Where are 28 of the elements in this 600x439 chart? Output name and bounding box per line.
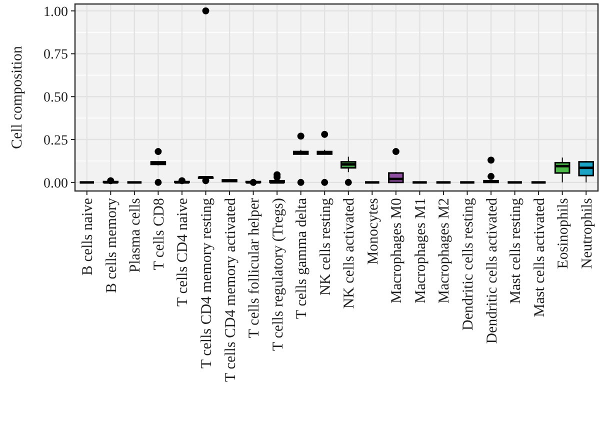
x-tick-label: Dendritic cells activated [484, 198, 500, 344]
x-tick-label: T cells CD8 [151, 198, 168, 270]
x-tick-label: T cells regulatory (Tregs) [270, 198, 286, 351]
x-tick-label: Mast cells activated [532, 198, 548, 318]
y-tick-label: 0.50 [44, 90, 68, 106]
x-tick-label: Macrophages M0 [389, 198, 406, 304]
x-tick-label: T cells CD4 memory resting [199, 198, 215, 369]
x-tick-label: Neutrophils [579, 198, 596, 269]
x-tick-label: T cells CD4 memory activated [222, 198, 239, 382]
x-tick-label: Dendritic cells resting [460, 198, 476, 330]
y-tick-label: 0.75 [44, 48, 68, 63]
x-tick-label: T cells follicular helper [246, 198, 263, 338]
x-tick-label: NK cells resting [318, 198, 334, 296]
x-tick-label: Mast cells resting [508, 198, 524, 304]
x-tick-label: Macrophages M1 [412, 198, 429, 304]
x-tick-label: NK cells activated [342, 198, 358, 309]
y-tick-label: 0.25 [44, 133, 68, 148]
x-tick-label: Eosinophils [556, 198, 572, 269]
x-tick-label: B cells memory [104, 198, 120, 293]
y-tick-label: 1.00 [44, 4, 68, 20]
x-tick-label: T cells gamma delta [294, 198, 310, 319]
y-axis-title: Cell composition [9, 46, 26, 149]
x-tick-label: B cells naive [80, 198, 96, 276]
x-tick-label: T cells CD4 naive [175, 198, 192, 306]
x-tick-label: Monocytes [365, 198, 382, 265]
y-tick-label: 0.00 [44, 176, 68, 192]
x-tick-label: Macrophages M2 [436, 198, 453, 304]
x-tick-label: Plasma cells [128, 198, 144, 273]
